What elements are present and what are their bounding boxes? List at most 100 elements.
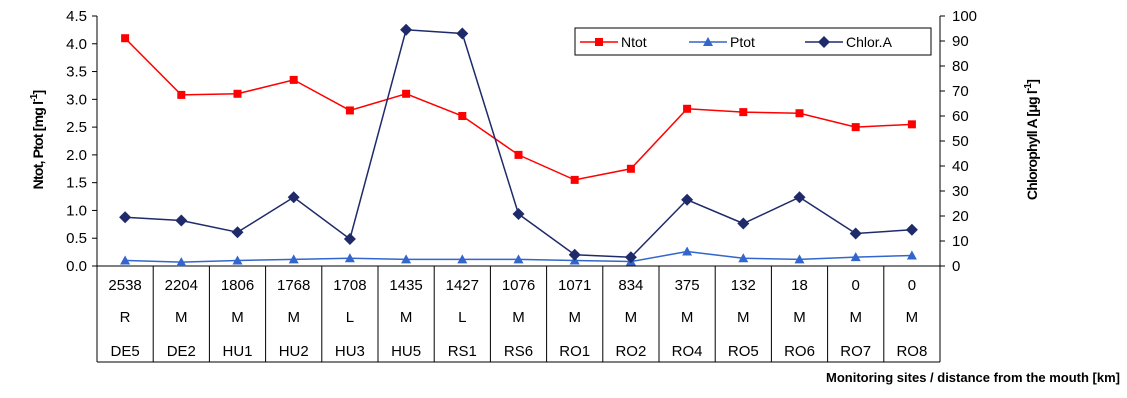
category-label: 1435	[389, 277, 422, 294]
data-point	[849, 227, 862, 240]
data-point	[345, 106, 354, 115]
data-point	[402, 89, 411, 98]
data-point	[233, 89, 242, 98]
data-point	[851, 123, 860, 132]
data-point	[287, 191, 300, 204]
category-label: HU1	[222, 343, 252, 360]
category-label: M	[849, 309, 862, 326]
category-label: 1071	[558, 277, 591, 294]
data-point	[570, 175, 579, 184]
data-point	[231, 226, 244, 239]
data-point	[175, 214, 188, 227]
right-axis-title: Chlorophyll A [μg l-1]	[1023, 80, 1040, 200]
right-tick-label: 10	[952, 233, 969, 250]
legend-marker	[818, 36, 830, 48]
data-point	[514, 150, 523, 159]
data-point	[738, 253, 749, 263]
category-label: DE5	[111, 343, 140, 360]
category-label: M	[400, 309, 413, 326]
category-label: 132	[731, 277, 756, 294]
category-label: 375	[675, 277, 700, 294]
legend-marker	[703, 37, 713, 46]
legend-marker	[595, 38, 603, 46]
category-label: HU3	[335, 343, 365, 360]
left-tick-label: 0.0	[66, 258, 87, 275]
category-label: RO7	[840, 343, 871, 360]
x-axis-title: Monitoring sites / distance from the mou…	[826, 370, 1120, 385]
series-line	[125, 28, 912, 259]
data-point	[681, 193, 694, 206]
category-label: RS6	[504, 343, 533, 360]
data-point	[905, 223, 918, 236]
category-label: 1768	[277, 277, 310, 294]
data-point	[232, 255, 243, 265]
data-point	[119, 211, 132, 224]
right-tick-label: 50	[952, 133, 969, 150]
category-label: RO1	[559, 343, 590, 360]
data-point	[344, 253, 355, 263]
data-point	[457, 254, 468, 264]
left-tick-label: 3.0	[66, 91, 87, 108]
right-tick-label: 40	[952, 158, 969, 175]
category-label: RO5	[728, 343, 759, 360]
data-point	[512, 208, 525, 220]
data-point	[624, 251, 637, 264]
data-point	[177, 90, 186, 99]
data-point	[343, 233, 356, 245]
category-label: RO2	[615, 343, 646, 360]
category-label: RO8	[896, 343, 927, 360]
data-point	[683, 104, 692, 113]
data-point	[456, 27, 469, 40]
right-tick-label: 60	[952, 108, 969, 125]
category-label: 834	[618, 277, 643, 294]
category-table: 2538 2204 1806 1768 1708 1435 1427 1076 1071 834 3…	[96, 266, 941, 363]
category-label: M	[568, 309, 581, 326]
category-label: M	[287, 309, 300, 326]
right-tick-label: 80	[952, 58, 969, 75]
legend: Ntot Ptot Chlor.A	[574, 27, 932, 56]
left-tick-label: 0.5	[66, 230, 87, 247]
data-point	[400, 23, 413, 36]
category-label: 0	[908, 277, 916, 294]
left-tick-label: 4.0	[66, 36, 87, 53]
data-point	[850, 252, 861, 262]
category-label: 1806	[221, 277, 254, 294]
category-label: RS1	[448, 343, 477, 360]
right-tick-label: 100	[952, 8, 977, 25]
right-tick-label: 20	[952, 208, 969, 225]
category-label: L	[458, 309, 466, 326]
category-label: 1708	[333, 277, 366, 294]
left-tick-label: 1.0	[66, 202, 87, 219]
category-label: 1427	[446, 277, 479, 294]
category-label: 2538	[108, 277, 141, 294]
right-tick-label: 90	[952, 33, 969, 50]
category-label: 18	[791, 277, 808, 294]
category-label: 0	[852, 277, 860, 294]
category-label: M	[231, 309, 244, 326]
left-tick-label: 4.5	[66, 8, 87, 25]
data-point	[794, 254, 805, 264]
right-tick-label: 30	[952, 183, 969, 200]
category-label: M	[737, 309, 750, 326]
category-label: M	[793, 309, 806, 326]
category-label: RO6	[784, 343, 815, 360]
left-tick-label: 3.5	[66, 64, 87, 81]
right-tick-label: 70	[952, 83, 969, 100]
data-point	[288, 254, 299, 264]
right-tick-label: 0	[952, 258, 960, 275]
series-chlora	[119, 23, 918, 264]
category-label: HU5	[391, 343, 421, 360]
left-tick-label: 2.5	[66, 119, 87, 136]
right-y-ticks: 0 10 20 30 40 50 60 70 80 90 100	[940, 8, 977, 275]
left-y-ticks: 0.0 0.5 1.0 1.5 2.0 2.5 3.0 3.5 4.0 4.5	[66, 8, 97, 275]
series-ntot	[121, 34, 916, 184]
data-point	[401, 254, 412, 264]
left-tick-label: 1.5	[66, 175, 87, 192]
data-point	[793, 191, 806, 204]
legend-label: Ntot	[621, 34, 647, 50]
data-point	[626, 164, 635, 173]
legend-items: Ntot Ptot Chlor.A	[580, 34, 893, 50]
category-label: 1076	[502, 277, 535, 294]
data-point	[289, 75, 298, 84]
